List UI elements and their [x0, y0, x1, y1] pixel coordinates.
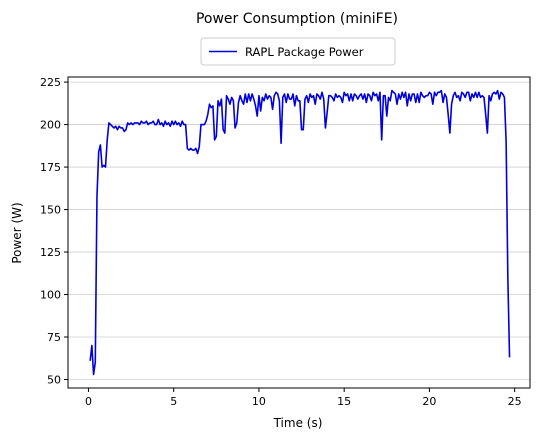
x-axis-ticks: 0 5 10 15 20 25	[85, 388, 522, 408]
y-tick-label-150: 150	[40, 204, 61, 217]
y-tick-label-50: 50	[47, 374, 61, 387]
y-tick-label-100: 100	[40, 289, 61, 302]
legend-box	[200, 37, 396, 66]
x-tick-label-15: 15	[337, 395, 351, 408]
y-axis-ticks: 50 75 100 125 150 175 200 225	[40, 76, 68, 387]
legend-label-rapl-package-power: RAPL Package Power	[245, 45, 364, 59]
chart-title: Power Consumption (miniFE)	[196, 11, 398, 27]
y-tick-label-200: 200	[40, 119, 61, 132]
x-tick-label-5: 5	[170, 395, 177, 408]
y-tick-label-175: 175	[40, 161, 61, 174]
legend: RAPL Package Power	[200, 37, 396, 66]
grid-lines	[68, 81, 530, 380]
x-tick-label-20: 20	[422, 395, 436, 408]
x-axis-label: Time (s)	[273, 416, 323, 430]
x-tick-label-25: 25	[508, 395, 522, 408]
y-tick-label-225: 225	[40, 76, 61, 89]
plot-frame	[67, 76, 531, 389]
y-axis-label: Power (W)	[10, 202, 24, 263]
y-tick-label-75: 75	[47, 331, 61, 344]
x-tick-label-0: 0	[85, 395, 92, 408]
y-tick-label-125: 125	[40, 246, 61, 259]
series-line-rapl-package-power	[89, 89, 511, 376]
x-tick-label-10: 10	[252, 395, 266, 408]
